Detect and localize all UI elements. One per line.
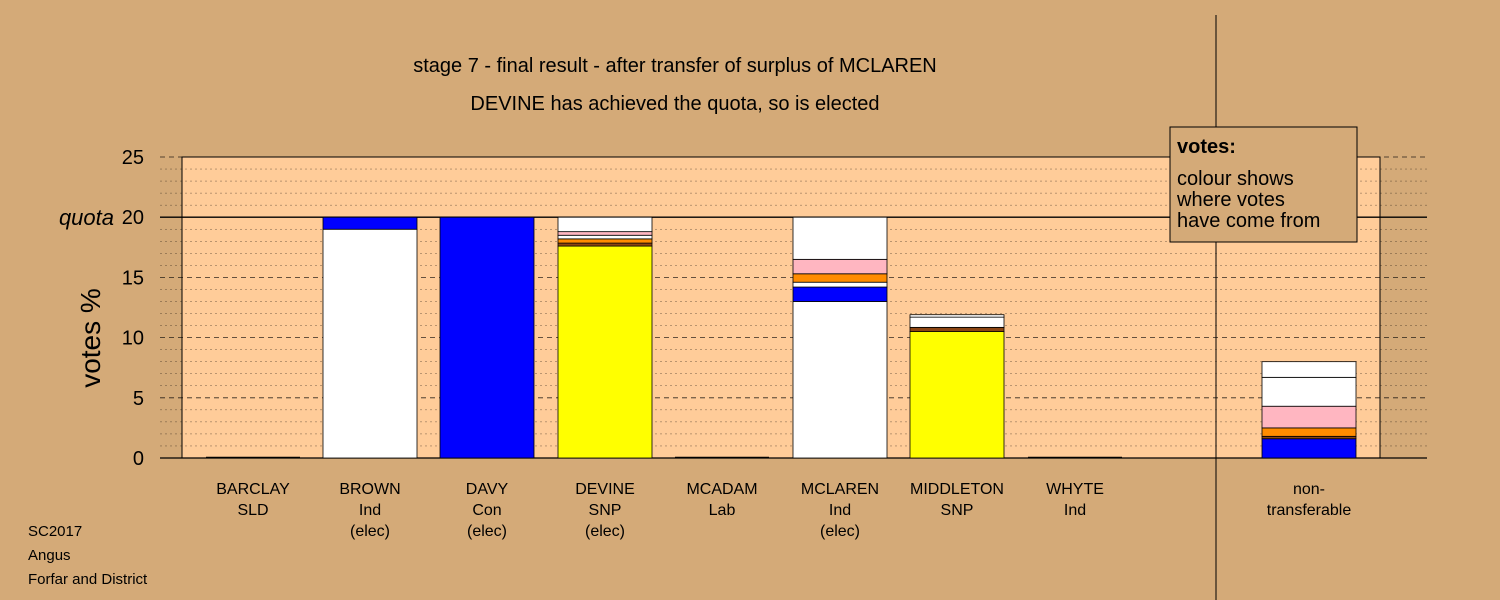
- footer-council: Angus: [28, 547, 71, 564]
- bar-segment-middleton: [909, 331, 1005, 459]
- x-label-middleton: MIDDLETON: [910, 481, 1004, 498]
- legend-box: [1169, 126, 1358, 243]
- chart-title: stage 7 - final result - after transfer …: [413, 55, 937, 77]
- footer-election: SC2017: [28, 523, 82, 540]
- legend-line-1: colour shows: [1177, 168, 1294, 190]
- x-label-mclaren: Ind: [829, 502, 851, 519]
- x-label-davy: (elec): [467, 523, 507, 540]
- x-label-mcadam: MCADAM: [686, 481, 757, 498]
- y-tick-label: 15: [122, 267, 144, 289]
- legend: votes: colour shows where votes have com…: [1169, 126, 1358, 243]
- bar-segment-devine: [557, 245, 653, 459]
- x-label-davy: DAVY: [466, 481, 509, 498]
- x-label-mcadam: Lab: [709, 502, 736, 519]
- bar-segment-middleton: [909, 326, 1005, 332]
- bar-segment-middleton: [909, 316, 1005, 328]
- x-label-nontransferable: transferable: [1267, 502, 1352, 519]
- x-label-brown: Ind: [359, 502, 381, 519]
- x-label-devine: SNP: [589, 502, 622, 519]
- y-tick-label: 10: [122, 328, 144, 350]
- y-tick-label: 20: [122, 207, 144, 229]
- x-label-devine: DEVINE: [575, 481, 635, 498]
- bar-segment-brown: [322, 228, 418, 459]
- x-label-whyte: Ind: [1064, 502, 1086, 519]
- x-label-nontransferable: non-: [1293, 481, 1325, 498]
- x-label-brown: (elec): [350, 523, 390, 540]
- legend-line-2: where votes: [1176, 189, 1285, 211]
- bar-segment-nontransferable: [1261, 438, 1357, 459]
- y-tick-label: 5: [133, 388, 144, 410]
- bar-segment-nontransferable: [1261, 376, 1357, 407]
- bar-segment-mclaren: [792, 301, 888, 459]
- bar-segment-devine: [557, 238, 653, 244]
- footer-ward: Forfar and District: [28, 571, 148, 588]
- legend-title: votes:: [1177, 136, 1236, 158]
- y-axis-ticks: 0 5 10 15 20 25: [122, 147, 144, 470]
- x-label-middleton: SNP: [941, 502, 974, 519]
- bar-segment-devine: [557, 242, 653, 247]
- bar-segment-mclaren: [792, 216, 888, 260]
- x-label-barclay: SLD: [237, 502, 268, 519]
- bar-segment-nontransferable: [1261, 361, 1357, 378]
- bar-segment-nontransferable: [1261, 427, 1357, 437]
- y-tick-label: 0: [133, 448, 144, 470]
- bar-segment-nontransferable: [1261, 405, 1357, 429]
- chart-subtitle: DEVINE has achieved the quota, so is ele…: [470, 93, 879, 115]
- bar-segment-devine: [557, 234, 653, 240]
- legend-line-3: have come from: [1177, 210, 1320, 232]
- bar-segment-middleton: [909, 314, 1005, 318]
- bar-segment-mclaren: [792, 286, 888, 302]
- x-label-whyte: WHYTE: [1046, 481, 1104, 498]
- x-label-davy: Con: [472, 502, 501, 519]
- x-label-mclaren: MCLAREN: [801, 481, 879, 498]
- bar-segment-mclaren: [792, 281, 888, 288]
- quota-label: quota: [59, 205, 114, 230]
- bars: [206, 216, 1357, 459]
- bar-segment-mclaren: [792, 273, 888, 283]
- y-axis-label: votes %: [75, 288, 106, 388]
- x-axis-labels: BARCLAY SLD BROWN Ind (elec) DAVY Con (elec) DEV…: [216, 481, 1351, 540]
- x-label-barclay: BARCLAY: [216, 481, 290, 498]
- bar-segment-devine: [557, 231, 653, 236]
- bar-segment-davy: [439, 216, 535, 459]
- y-tick-label: 25: [122, 147, 144, 169]
- bar-segment-mclaren: [792, 258, 888, 275]
- x-label-devine: (elec): [585, 523, 625, 540]
- bar-segment-devine: [557, 216, 653, 233]
- bar-segment-brown: [322, 216, 418, 230]
- x-label-mclaren: (elec): [820, 523, 860, 540]
- x-label-brown: BROWN: [339, 481, 400, 498]
